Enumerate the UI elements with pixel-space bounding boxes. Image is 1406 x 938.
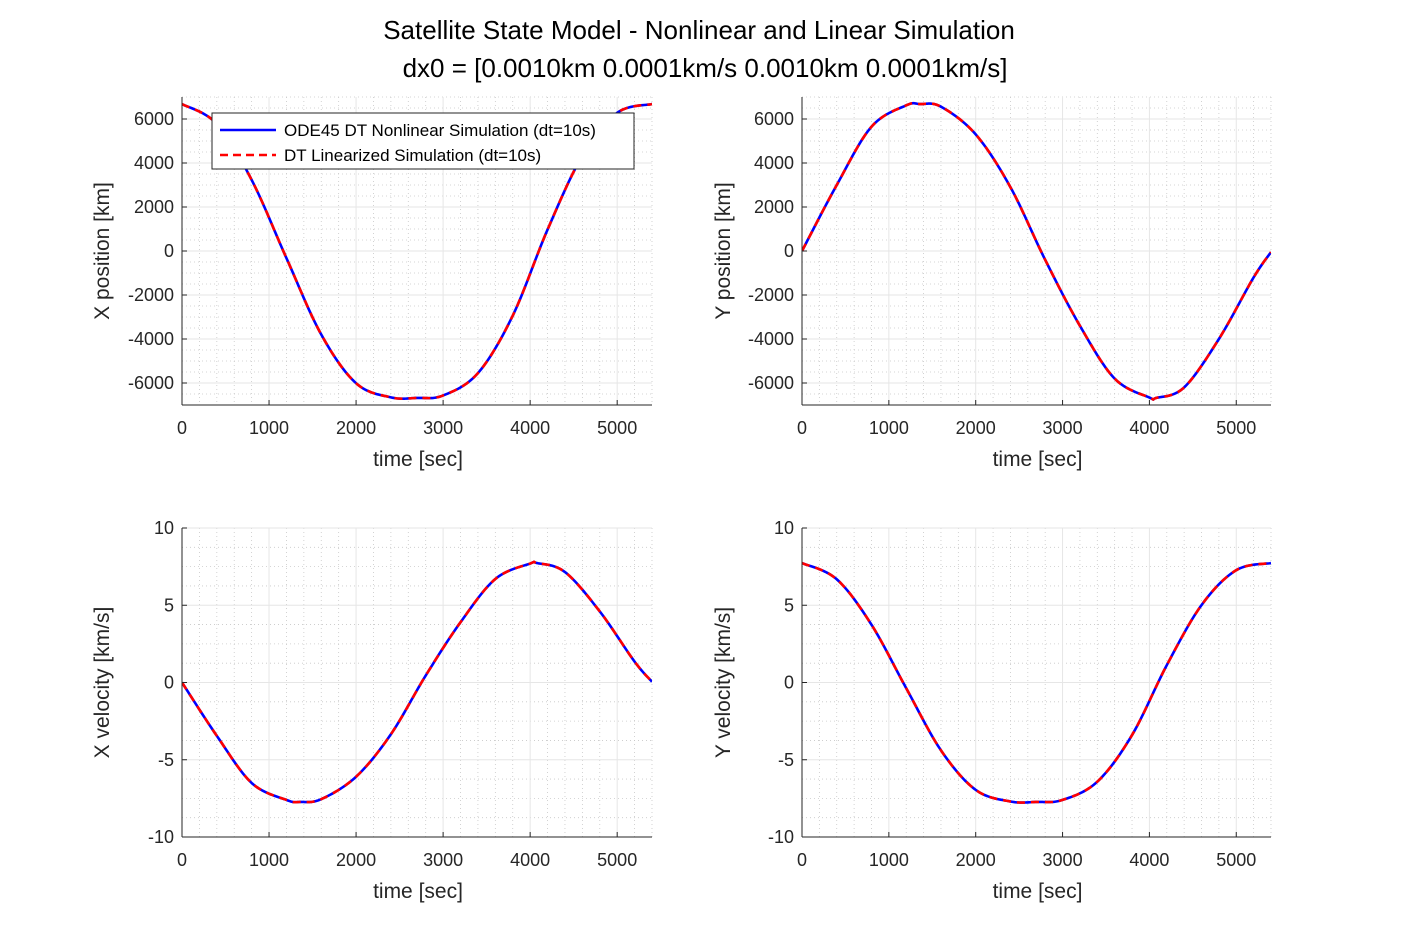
y-tick-label: -4000 <box>128 329 174 349</box>
panel-x-velocity: 0 1000 2000 3000 4000 5000 -10 -5 0 5 10 time [sec]… <box>91 518 653 903</box>
series-group <box>182 102 652 400</box>
major-grid <box>801 527 1271 838</box>
y-tick-label: 0 <box>784 673 794 693</box>
x-tick-label: 1000 <box>249 418 289 438</box>
legend-label-nonlinear: ODE45 DT Nonlinear Simulation (dt=10s) <box>284 121 596 140</box>
y-tick-label: 5 <box>784 595 794 615</box>
series-group <box>802 561 1271 804</box>
x-tick-label: 0 <box>177 850 187 870</box>
figure-title-line1: Satellite State Model - Nonlinear and Li… <box>383 15 1015 45</box>
series-line-linearized <box>802 101 1271 401</box>
x-tick-label: 5000 <box>1216 850 1256 870</box>
y-tick-label: 6000 <box>134 109 174 129</box>
x-tick-label: 2000 <box>956 850 996 870</box>
series-group <box>802 101 1271 401</box>
y-axis-label: X velocity [km/s] <box>91 607 114 759</box>
x-axis-label: time [sec] <box>373 880 463 903</box>
y-tick-label: 0 <box>784 241 794 261</box>
y-tick-label: 10 <box>774 518 794 538</box>
x-tick-label: 2000 <box>336 418 376 438</box>
y-tick-label: -10 <box>148 827 174 847</box>
legend-box <box>211 112 635 170</box>
y-tick-label: 10 <box>154 518 174 538</box>
x-tick-label: 3000 <box>423 850 463 870</box>
legend: ODE45 DT Nonlinear Simulation (dt=10s) D… <box>211 112 635 170</box>
y-tick-label: 4000 <box>134 153 174 173</box>
x-tick-label: 4000 <box>510 418 550 438</box>
series-line-linearized <box>802 561 1271 804</box>
major-grid <box>181 527 652 838</box>
x-axis-label: time [sec] <box>373 448 463 471</box>
x-tick-label: 4000 <box>1129 418 1169 438</box>
y-axis-label: X position [km] <box>91 182 114 320</box>
x-tick-label: 1000 <box>869 850 909 870</box>
y-tick-label: 4000 <box>754 153 794 173</box>
y-tick-label: 2000 <box>134 197 174 217</box>
legend-label-linearized: DT Linearized Simulation (dt=10s) <box>284 146 541 165</box>
series-group <box>182 560 652 804</box>
panel-y-velocity: 0 1000 2000 3000 4000 5000 -10 -5 0 5 10 time [sec]… <box>712 518 1272 903</box>
y-tick-label: -5 <box>158 750 174 770</box>
series-line-linearized <box>182 560 652 804</box>
x-tick-label: 5000 <box>597 418 637 438</box>
y-tick-label: -4000 <box>748 329 794 349</box>
panel-y-position: 0 1000 2000 3000 4000 5000 -6000 -4000 -2000 0 200… <box>712 96 1272 471</box>
x-tick-label: 1000 <box>249 850 289 870</box>
series-line-nonlinear <box>182 560 652 804</box>
x-tick-label: 4000 <box>510 850 550 870</box>
figure-title-line2: dx0 = [0.0010km 0.0001km/s 0.0010km 0.00… <box>403 53 1008 83</box>
series-line-linearized <box>182 102 652 400</box>
x-tick-label: 4000 <box>1129 850 1169 870</box>
y-tick-label: -2000 <box>748 285 794 305</box>
x-tick-label: 3000 <box>423 418 463 438</box>
x-tick-label: 0 <box>177 418 187 438</box>
y-tick-label: 2000 <box>754 197 794 217</box>
x-tick-label: 1000 <box>869 418 909 438</box>
y-tick-label: -6000 <box>128 373 174 393</box>
y-tick-label: -6000 <box>748 373 794 393</box>
y-axis-label: Y velocity [km/s] <box>712 607 735 758</box>
x-tick-label: 2000 <box>956 418 996 438</box>
y-tick-label: -10 <box>768 827 794 847</box>
y-tick-label: -5 <box>778 750 794 770</box>
x-axis-label: time [sec] <box>993 448 1083 471</box>
x-tick-label: 5000 <box>597 850 637 870</box>
minor-grid <box>182 96 653 406</box>
x-tick-label: 2000 <box>336 850 376 870</box>
x-tick-label: 3000 <box>1043 418 1083 438</box>
y-tick-label: 6000 <box>754 109 794 129</box>
y-tick-label: 0 <box>164 241 174 261</box>
y-tick-label: -2000 <box>128 285 174 305</box>
x-axis-label: time [sec] <box>993 880 1083 903</box>
y-tick-label: 5 <box>164 595 174 615</box>
y-axis-label: Y position [km] <box>712 182 735 319</box>
x-tick-label: 3000 <box>1043 850 1083 870</box>
x-tick-label: 0 <box>797 850 807 870</box>
x-tick-label: 5000 <box>1216 418 1256 438</box>
major-grid <box>801 97 1271 405</box>
x-tick-label: 0 <box>797 418 807 438</box>
y-tick-label: 0 <box>164 673 174 693</box>
